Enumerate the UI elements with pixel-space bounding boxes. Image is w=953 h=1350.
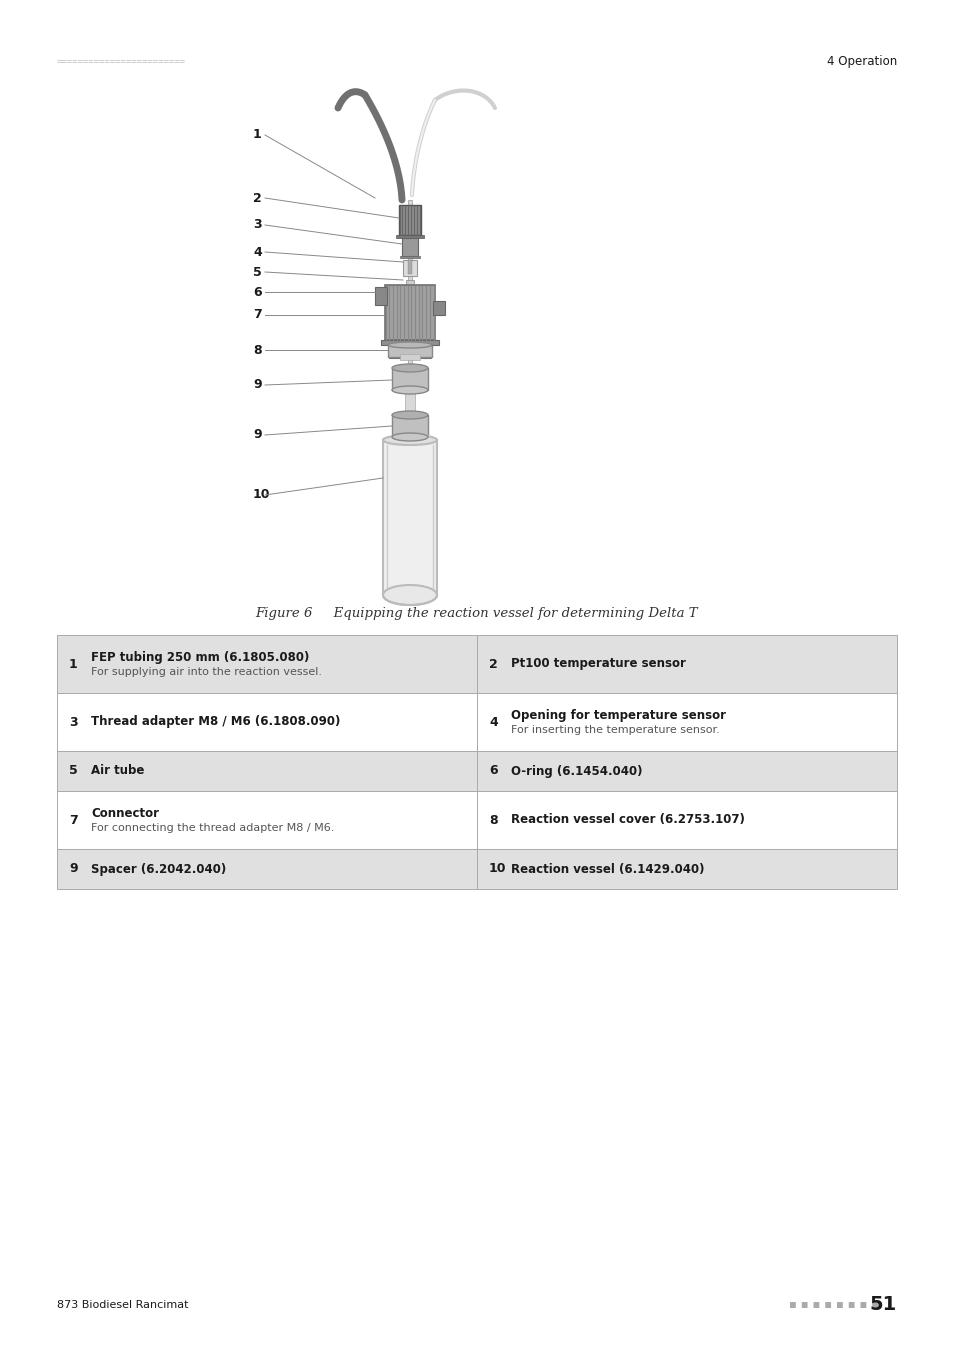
Text: For supplying air into the reaction vessel.: For supplying air into the reaction vess… xyxy=(91,667,322,676)
Bar xyxy=(433,301,444,315)
Bar xyxy=(408,200,412,575)
Text: Reaction vessel (6.1429.040): Reaction vessel (6.1429.040) xyxy=(511,863,703,876)
Text: 3: 3 xyxy=(69,716,77,729)
Text: ========================: ======================== xyxy=(57,58,186,66)
Text: 2: 2 xyxy=(489,657,497,671)
Text: 51: 51 xyxy=(869,1296,896,1315)
Text: 9: 9 xyxy=(69,863,77,876)
Text: Reaction vessel cover (6.2753.107): Reaction vessel cover (6.2753.107) xyxy=(511,814,744,826)
Text: Connector: Connector xyxy=(91,807,159,819)
Bar xyxy=(476,849,896,890)
Bar xyxy=(395,235,423,238)
Bar xyxy=(382,440,436,595)
Text: For connecting the thread adapter M8 / M6.: For connecting the thread adapter M8 / M… xyxy=(91,824,334,833)
Bar xyxy=(57,634,476,693)
Text: 8: 8 xyxy=(253,343,261,356)
Bar xyxy=(398,205,420,235)
Text: 2: 2 xyxy=(253,192,261,204)
Bar xyxy=(476,693,896,751)
Text: 9: 9 xyxy=(253,378,261,392)
Bar xyxy=(385,285,435,340)
Bar xyxy=(375,288,387,305)
Text: ■ ■ ■ ■ ■ ■ ■ ■: ■ ■ ■ ■ ■ ■ ■ ■ xyxy=(789,1300,877,1310)
Ellipse shape xyxy=(392,433,428,441)
Text: 4: 4 xyxy=(489,716,497,729)
Text: Spacer (6.2042.040): Spacer (6.2042.040) xyxy=(91,863,226,876)
Bar xyxy=(476,751,896,791)
Text: 3: 3 xyxy=(253,219,261,231)
Bar xyxy=(392,369,428,390)
Bar xyxy=(408,261,412,274)
Bar xyxy=(402,261,416,275)
Text: O-ring (6.1454.040): O-ring (6.1454.040) xyxy=(511,764,641,778)
Bar xyxy=(380,340,438,346)
Text: Thread adapter M8 / M6 (6.1808.090): Thread adapter M8 / M6 (6.1808.090) xyxy=(91,716,340,729)
Ellipse shape xyxy=(382,435,436,446)
Bar xyxy=(476,791,896,849)
Ellipse shape xyxy=(382,585,436,605)
Text: 9: 9 xyxy=(253,428,261,441)
Bar xyxy=(57,693,476,751)
Bar xyxy=(57,849,476,890)
Bar xyxy=(476,634,896,693)
Text: 6: 6 xyxy=(489,764,497,778)
Ellipse shape xyxy=(392,364,428,373)
Text: 10: 10 xyxy=(489,863,506,876)
Bar xyxy=(405,379,415,414)
Text: 1: 1 xyxy=(69,657,77,671)
Polygon shape xyxy=(382,595,436,605)
Text: 873 Biodiesel Rancimat: 873 Biodiesel Rancimat xyxy=(57,1300,189,1310)
Text: 4: 4 xyxy=(253,246,261,258)
Text: 8: 8 xyxy=(489,814,497,826)
Text: 7: 7 xyxy=(69,814,77,826)
Text: 10: 10 xyxy=(253,489,271,501)
Text: For inserting the temperature sensor.: For inserting the temperature sensor. xyxy=(511,725,719,734)
Text: 5: 5 xyxy=(253,266,261,278)
Text: Figure 6     Equipping the reaction vessel for determining Delta T: Figure 6 Equipping the reaction vessel f… xyxy=(255,608,698,621)
Text: FEP tubing 250 mm (6.1805.080): FEP tubing 250 mm (6.1805.080) xyxy=(91,651,309,664)
Text: 7: 7 xyxy=(253,309,261,321)
Text: Opening for temperature sensor: Opening for temperature sensor xyxy=(511,709,725,722)
Bar xyxy=(388,346,432,356)
Text: 4 Operation: 4 Operation xyxy=(826,55,896,69)
Ellipse shape xyxy=(392,386,428,394)
Bar xyxy=(406,279,414,290)
Bar xyxy=(399,256,419,258)
Text: 1: 1 xyxy=(253,128,261,142)
Bar xyxy=(401,288,417,292)
Text: Pt100 temperature sensor: Pt100 temperature sensor xyxy=(511,657,685,671)
Text: Air tube: Air tube xyxy=(91,764,144,778)
Bar xyxy=(389,348,431,358)
Text: 5: 5 xyxy=(69,764,77,778)
Bar xyxy=(57,791,476,849)
Bar xyxy=(392,414,428,437)
Bar xyxy=(401,238,417,256)
Bar xyxy=(399,354,419,360)
Ellipse shape xyxy=(388,342,432,348)
Bar xyxy=(57,751,476,791)
Text: 6: 6 xyxy=(253,285,261,298)
Ellipse shape xyxy=(392,410,428,418)
